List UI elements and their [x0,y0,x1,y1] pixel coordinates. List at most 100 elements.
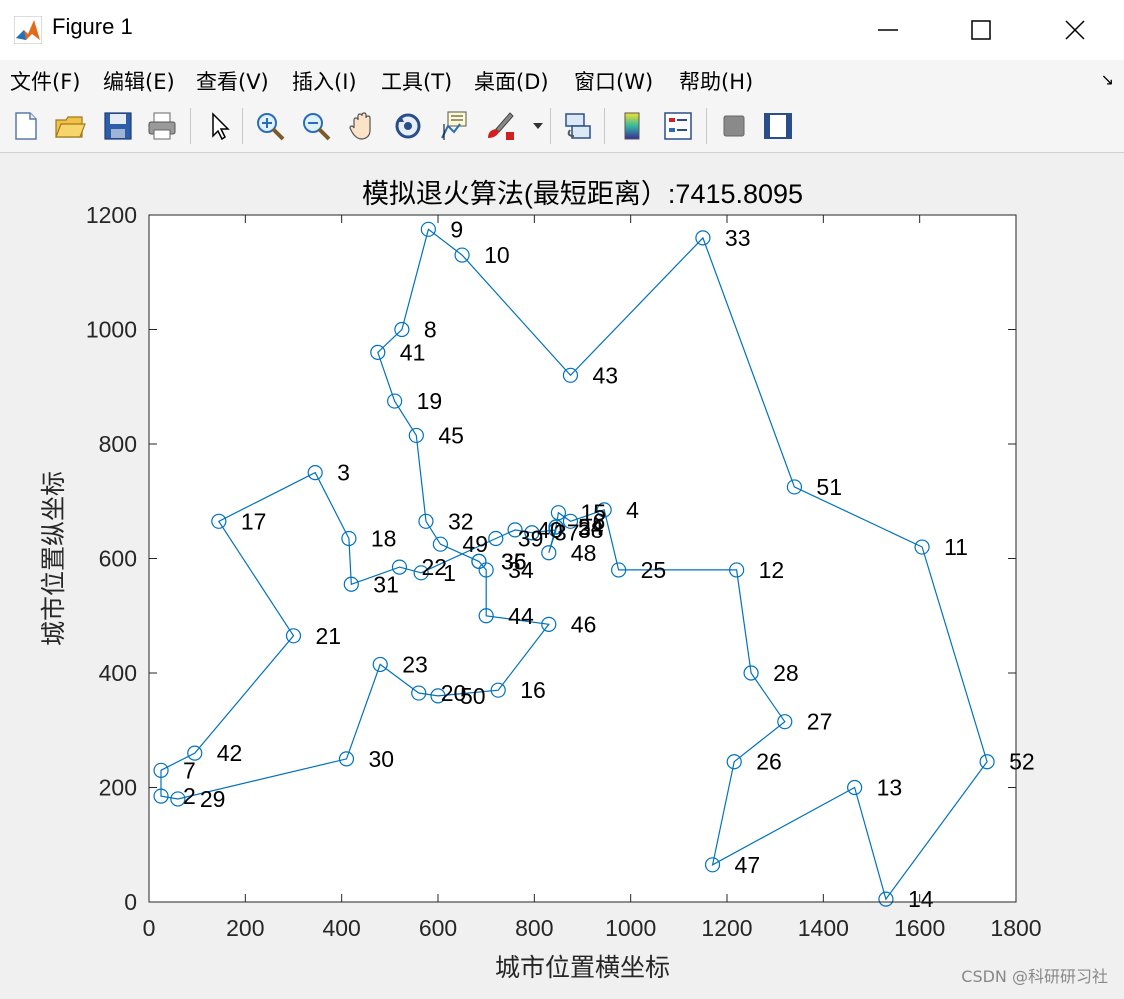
menu-insert[interactable]: 插入(I) [292,70,357,94]
city-label-8: 8 [424,317,437,343]
city-label-49: 49 [462,531,488,557]
new-figure-icon[interactable] [10,110,42,142]
city-label-6: 6 [592,508,605,534]
city-label-19: 19 [417,388,443,414]
window-title-bar: Figure 1 [0,0,1124,60]
city-marker-39 [488,530,504,547]
city-label-9: 9 [450,216,463,242]
y-tick-label: 1000 [86,317,137,343]
y-tick-label: 800 [99,431,137,457]
x-tick-label: 1200 [701,915,752,941]
city-label-29: 29 [200,786,226,812]
watermark: CSDN @科研研习社 [961,967,1108,986]
city-label-22: 22 [421,554,447,580]
close-button[interactable] [1030,0,1120,60]
city-marker-33 [695,230,711,246]
pointer-icon[interactable] [204,110,236,142]
city-label-50: 50 [460,683,486,709]
city-label-25: 25 [641,557,667,583]
zoom-out-icon[interactable] [300,110,332,142]
city-marker-18 [341,530,357,547]
menu-view[interactable]: 查看(V) [196,70,269,94]
city-label-34: 34 [508,557,534,583]
x-tick-label: 1600 [894,915,945,941]
city-marker-19 [387,393,403,409]
city-label-44: 44 [508,603,534,629]
print-icon[interactable] [146,110,178,142]
city-label-27: 27 [807,709,833,735]
toolbar-separator [550,108,551,144]
city-marker-49 [432,536,449,552]
minimize-button[interactable] [843,0,933,60]
city-label-32: 32 [448,508,474,534]
city-label-21: 21 [316,623,342,649]
city-marker-29 [170,791,186,807]
city-marker-11 [914,539,930,555]
y-tick-label: 400 [99,660,137,686]
pan-icon[interactable] [346,110,378,142]
menu-edit[interactable]: 编辑(E) [103,70,175,94]
toolbar-separator [190,108,191,144]
zoom-in-icon[interactable] [254,110,286,142]
minimize-icon [878,29,898,31]
menu-desktop[interactable]: 桌面(D) [474,70,549,94]
city-label-23: 23 [402,651,428,677]
hide-plot-tools-icon[interactable] [718,110,750,142]
brush-dropdown-icon[interactable] [532,120,544,132]
figure-canvas: 0 200 400 600 800 1000 1200 1400 1600 1800 0 200 400… [0,153,1124,995]
city-label-10: 10 [484,242,510,268]
menu-window[interactable]: 窗口(W) [574,70,654,94]
city-marker-22 [391,559,408,575]
city-label-37: 37 [554,520,580,546]
city-marker-23 [372,656,388,673]
city-marker-45 [408,427,424,444]
city-marker-47 [704,857,721,873]
city-marker-42 [187,745,203,761]
city-label-1: 1 [443,560,456,586]
city-marker-1 [413,565,429,581]
axis-ticks: 0 200 400 600 800 1000 1200 1400 1600 18000200400… [86,202,1042,941]
city-marker-37 [524,525,540,541]
axes-background [149,215,1016,902]
city-marker-10 [454,247,470,263]
menu-tools[interactable]: 工具(T) [381,70,453,94]
city-marker-9 [420,221,436,237]
brush-icon[interactable] [484,110,516,142]
y-tick-label: 200 [99,775,137,801]
legend-icon[interactable] [662,110,694,142]
city-marker-28 [743,665,759,681]
city-label-2: 2 [183,783,196,809]
city-marker-7 [153,762,169,778]
tsp-route-plot[interactable]: 0 200 400 600 800 1000 1200 1400 1600 18000200400… [0,153,1124,995]
colorbar-icon[interactable] [616,110,648,142]
city-label-26: 26 [756,749,782,775]
x-tick-label: 1000 [605,915,656,941]
show-plot-tools-icon[interactable] [762,110,794,142]
menu-file[interactable]: 文件(F) [10,70,81,94]
x-axis-label: 城市位置横坐标 [495,954,670,982]
menu-dock-icon[interactable]: ↘ [1100,70,1114,89]
save-icon[interactable] [102,110,134,142]
toolbar-separator [604,108,605,144]
axes-frame [148,214,1017,903]
city-label-4: 4 [626,497,639,523]
data-cursor-icon[interactable] [438,110,470,142]
link-plot-icon[interactable] [562,110,594,142]
city-marker-36 [471,553,487,569]
city-marker-44 [478,608,494,624]
city-label-30: 30 [368,746,394,772]
city-label-47: 47 [735,852,761,878]
city-label-43: 43 [592,362,618,388]
x-tick-label: 1400 [798,915,849,941]
maximize-button[interactable] [936,0,1026,60]
city-marker-32 [418,513,434,529]
city-label-42: 42 [217,740,243,766]
route-line [160,228,988,901]
menu-help[interactable]: 帮助(H) [679,70,754,94]
city-label-12: 12 [759,557,785,583]
rotate-icon[interactable] [392,110,424,142]
x-tick-label: 0 [143,915,156,941]
open-icon[interactable] [54,110,86,142]
y-tick-label: 0 [124,889,137,915]
